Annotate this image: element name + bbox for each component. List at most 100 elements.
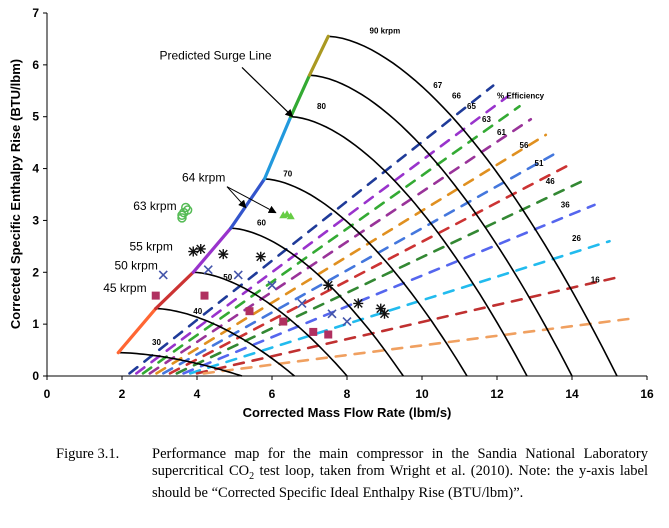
caption-text: Performance map for the main compressor … <box>152 446 648 502</box>
surge-line-segment <box>229 177 267 230</box>
data-point <box>255 251 266 262</box>
speed-line-label: 30 <box>152 338 161 347</box>
x-tick-label: 6 <box>269 387 276 401</box>
data-point <box>200 291 209 300</box>
speed-line <box>309 74 573 377</box>
surge-line-segment <box>262 115 293 181</box>
data-point <box>286 212 295 220</box>
annotation-arrow <box>226 186 277 214</box>
efficiency-label: 63 <box>482 115 491 124</box>
data-point <box>233 270 243 280</box>
speed-line-label: 50 <box>223 273 232 282</box>
data-point <box>342 316 352 327</box>
x-tick-label: 2 <box>119 387 126 401</box>
test-data-series <box>279 210 295 220</box>
surge-line-segment <box>191 226 233 274</box>
surge-line-segment <box>154 270 195 311</box>
y-axis-title: Corrected Specific Enthalpy Rise (BTU/lb… <box>8 59 23 329</box>
data-point <box>353 298 364 309</box>
test-data-label: 45 krpm <box>103 281 146 295</box>
efficiency-label: 66 <box>452 92 461 101</box>
data-point <box>323 280 334 291</box>
data-point <box>158 270 168 280</box>
efficiency-line <box>202 317 630 375</box>
efficiency-label: 51 <box>535 159 544 168</box>
surge-line-segment <box>116 306 158 355</box>
speed-line <box>264 178 468 377</box>
surge-line-segment <box>307 34 330 77</box>
speed-line-label: 90 krpm <box>370 27 401 36</box>
data-point <box>177 210 187 220</box>
efficiency-label: 67 <box>433 81 442 90</box>
test-data-series <box>188 243 390 319</box>
data-point <box>218 249 229 260</box>
speed-line-label: 80 <box>317 102 326 111</box>
test-data-label: 55 krpm <box>130 240 173 254</box>
speed-line <box>230 227 404 377</box>
data-point <box>327 309 337 319</box>
surge-arrow <box>241 67 294 118</box>
y-tick-label: 4 <box>32 162 39 176</box>
x-tick-label: 4 <box>194 387 201 401</box>
surge-line-segment <box>289 73 312 119</box>
speed-line <box>328 35 618 377</box>
test-data-label: 50 krpm <box>115 259 158 273</box>
caption-text-part1: Performance map for the main compressor … <box>152 446 648 479</box>
efficiency-line <box>128 84 495 375</box>
efficiency-line <box>189 239 611 375</box>
data-point <box>309 327 318 336</box>
efficiency-line <box>141 105 521 375</box>
data-point <box>297 298 307 308</box>
data-point <box>151 291 160 300</box>
data-point <box>181 202 191 213</box>
x-tick-label: 8 <box>344 387 351 401</box>
y-tick-label: 0 <box>32 369 39 383</box>
y-tick-label: 6 <box>32 58 39 72</box>
caption-subscript: 2 <box>249 470 255 482</box>
efficiency-line <box>148 118 533 375</box>
test-data-label: 63 krpm <box>133 199 176 213</box>
data-point <box>195 243 206 254</box>
data-point <box>279 317 288 326</box>
efficiency-label: 16 <box>591 276 600 285</box>
speed-line <box>155 307 295 377</box>
test-data-series <box>158 265 352 327</box>
speed-line-label: 40 <box>193 307 202 316</box>
speed-line-label: 60 <box>257 219 266 228</box>
caption-text-part2: test loop, taken from Wright et al. (201… <box>152 463 649 501</box>
y-tick-label: 2 <box>32 265 39 279</box>
efficiency-line <box>182 203 596 375</box>
x-tick-label: 0 <box>44 387 51 401</box>
data-point <box>177 213 187 223</box>
y-tick-label: 1 <box>32 317 39 331</box>
speed-line <box>290 115 528 377</box>
test-data-label: 64 krpm <box>182 171 225 185</box>
efficiency-label: 46 <box>546 177 555 186</box>
x-tick-labels: 0 2 4 6 8 10 12 14 16 <box>44 376 654 401</box>
y-tick-labels: 0 1 2 3 4 5 6 7 <box>32 6 47 383</box>
x-tick-label: 14 <box>565 387 579 401</box>
efficiency-line <box>195 276 619 375</box>
efficiency-label: 26 <box>572 234 581 243</box>
x-tick-label: 12 <box>490 387 504 401</box>
efficiency-title: % Efficiency <box>497 92 545 101</box>
data-point <box>245 307 254 316</box>
data-point <box>182 205 193 215</box>
efficiency-line <box>135 94 510 375</box>
speed-line-label: 70 <box>283 169 292 178</box>
annotation-arrow <box>226 186 247 209</box>
efficiency-label: 61 <box>497 128 506 137</box>
efficiency-line <box>168 162 574 375</box>
efficiency-line <box>155 133 548 375</box>
surge-line-label: Predicted Surge Line <box>160 49 272 63</box>
data-point <box>267 280 277 290</box>
speed-line <box>193 271 348 377</box>
figure-caption: Figure 3.1. Performance map for the main… <box>56 446 648 502</box>
data-point <box>203 265 213 275</box>
test-data-series <box>177 202 193 223</box>
test-data-series <box>151 291 333 339</box>
data-point <box>375 303 386 314</box>
efficiency-label: 65 <box>467 102 476 111</box>
